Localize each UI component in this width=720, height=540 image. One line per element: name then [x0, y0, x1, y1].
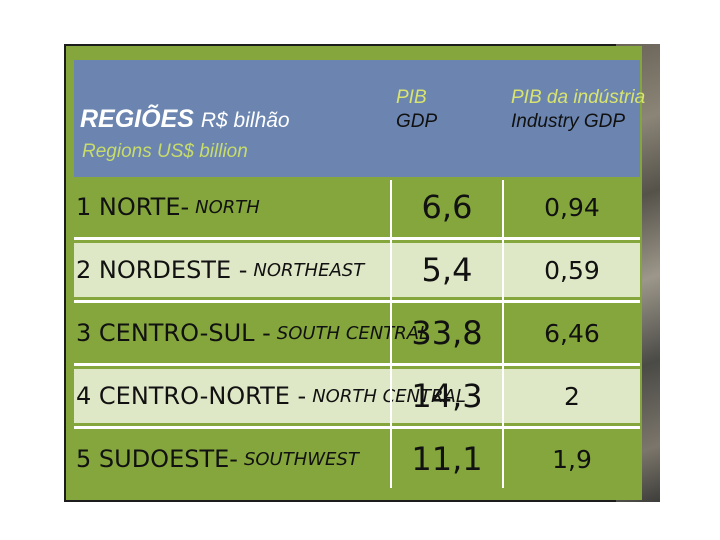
row-region-en: SOUTHWEST [243, 448, 359, 470]
header-col-industry-pt: PIB da indústria [511, 87, 646, 108]
row-region-pt: 1 NORTE- [76, 193, 190, 221]
header-title-unit: R$ bilhão [200, 109, 290, 132]
table-header [74, 60, 640, 177]
table-row: 1 NORTE- NORTH 6,6 0,94 [74, 180, 640, 234]
row-gdp: 33,8 [411, 314, 483, 352]
row-divider [74, 237, 640, 240]
row-region-pt: 3 CENTRO-SUL - [76, 319, 271, 347]
row-gdp: 11,1 [411, 440, 483, 478]
row-region: 5 SUDOESTE- SOUTHWEST [76, 432, 359, 486]
row-region-pt: 5 SUDOESTE- [76, 445, 238, 473]
row-divider [74, 300, 640, 303]
header-col-gdp: PIB GDP [396, 86, 437, 134]
row-region: 1 NORTE- NORTH [76, 180, 260, 234]
table-row: 5 SUDOESTE- SOUTHWEST 11,1 1,9 [74, 432, 640, 486]
row-region-en: NORTH CENTRAL [312, 385, 466, 407]
row-industry-gdp: 2 [564, 381, 580, 411]
row-gdp: 6,6 [421, 188, 473, 226]
row-industry-gdp: 0,94 [544, 192, 600, 222]
table-row: 2 NORDESTE - NORTHEAST 5,4 0,59 [74, 243, 640, 297]
table-row: 3 CENTRO-SUL - SOUTH CENTRAL 33,8 6,46 [74, 306, 640, 360]
row-region-en: NORTH [195, 196, 260, 218]
header-title-en: Regions US$ billion [82, 141, 248, 162]
row-region-en: NORTHEAST [253, 259, 365, 281]
column-divider [390, 180, 392, 488]
row-region-pt: 2 NORDESTE - [76, 256, 248, 284]
header-title-pt: REGIÕES [80, 105, 194, 133]
row-gdp: 5,4 [421, 251, 473, 289]
header-col-industry-en: Industry GDP [511, 111, 626, 132]
row-region: 4 CENTRO-NORTE - NORTH CENTRAL [76, 369, 466, 423]
row-divider [74, 426, 640, 429]
row-industry-gdp: 6,46 [544, 318, 600, 348]
header-col-gdp-pt: PIB [396, 87, 427, 108]
header-col-gdp-en: GDP [396, 111, 438, 132]
row-region: 2 NORDESTE - NORTHEAST [76, 243, 364, 297]
row-divider [74, 363, 640, 366]
header-col-industry: PIB da indústria Industry GDP [511, 86, 645, 134]
row-industry-gdp: 1,9 [552, 444, 592, 474]
row-region-pt: 4 CENTRO-NORTE - [76, 382, 307, 410]
column-divider [502, 180, 504, 488]
header-title: REGIÕES R$ bilhão [80, 104, 290, 136]
row-gdp: 14,3 [411, 377, 483, 415]
row-industry-gdp: 0,59 [544, 255, 600, 285]
row-region: 3 CENTRO-SUL - SOUTH CENTRAL [76, 306, 429, 360]
table-row: 4 CENTRO-NORTE - NORTH CENTRAL 14,3 2 [74, 369, 640, 423]
